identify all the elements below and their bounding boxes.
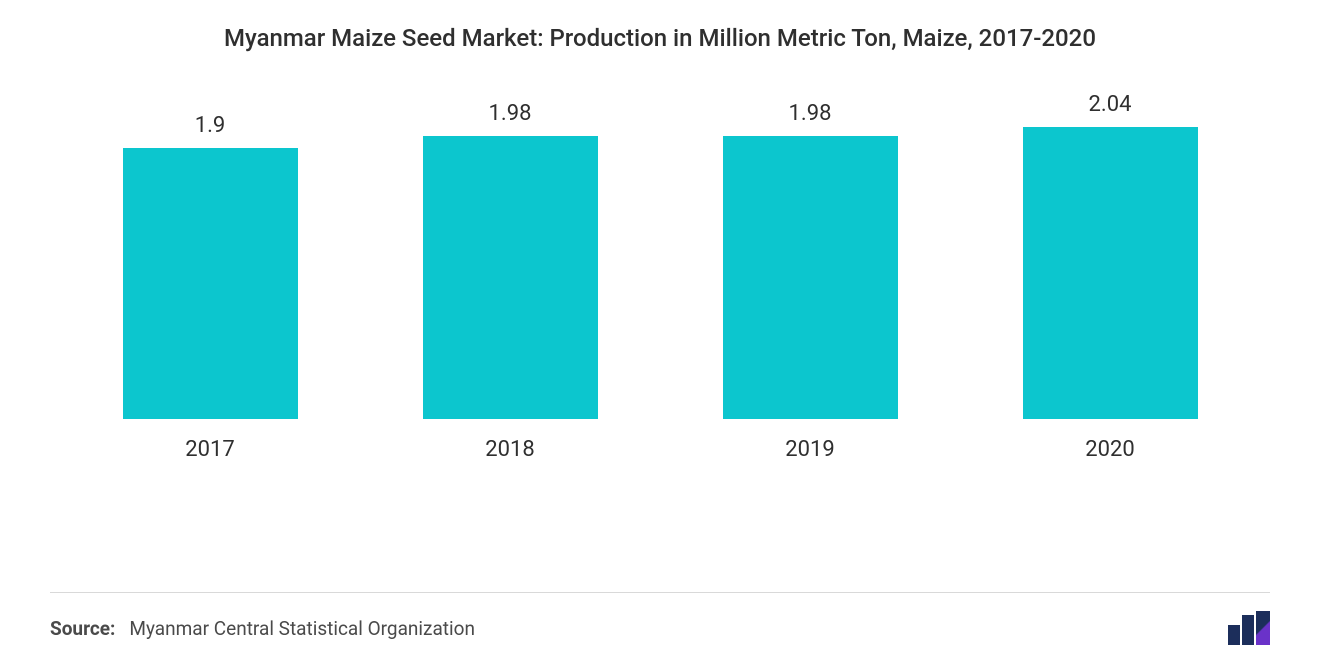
bar-value-label: 1.9 [195,113,226,138]
bar-category-label: 2018 [485,437,534,462]
bar-category-label: 2017 [185,437,234,462]
bar-group: 1.9 2017 [78,113,342,462]
bar-category-label: 2019 [785,437,834,462]
bars-row: 1.9 2017 1.98 2018 1.98 2019 2.04 2020 [60,102,1260,462]
bar-category-label: 2020 [1085,437,1134,462]
bar [423,136,598,419]
bar [123,148,298,419]
bar-value-label: 1.98 [789,101,832,126]
bar-value-label: 2.04 [1089,92,1132,117]
bar-value-label: 1.98 [489,101,532,126]
bar-group: 1.98 2019 [678,101,942,462]
chart-plot-area: 1.9 2017 1.98 2018 1.98 2019 2.04 2020 [0,62,1320,665]
bar-group: 2.04 2020 [978,92,1242,462]
bar [723,136,898,419]
chart-footer: Source: Myanmar Central Statistical Orga… [50,592,1270,645]
logo-bar-icon [1242,615,1254,645]
chart-title: Myanmar Maize Seed Market: Production in… [0,0,1320,62]
source-label: Source: [50,617,115,640]
logo-bar-icon [1228,625,1240,645]
bar-group: 1.98 2018 [378,101,642,462]
source-line: Source: Myanmar Central Statistical Orga… [50,617,475,640]
mordor-logo-icon [1228,611,1270,645]
logo-bar-icon [1256,611,1270,645]
chart-container: Myanmar Maize Seed Market: Production in… [0,0,1320,665]
source-text: Myanmar Central Statistical Organization [129,617,475,640]
bar [1023,127,1198,419]
